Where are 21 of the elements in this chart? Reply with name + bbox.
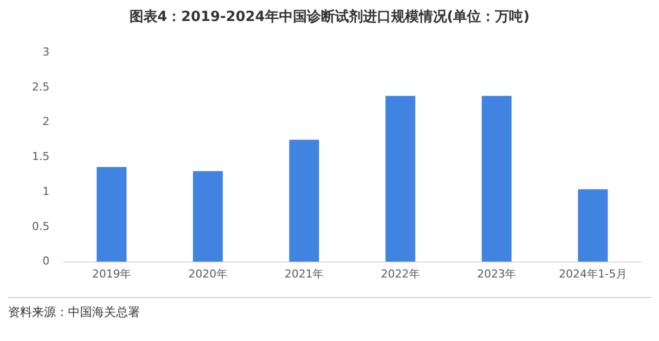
- x-tick-label: 2024年1-5月: [558, 267, 627, 280]
- bar: [385, 96, 416, 262]
- x-tick-label: 2022年: [380, 267, 420, 280]
- chart-title: 图表4：2019-2024年中国诊断试剂进口规模情况(单位：万吨): [128, 8, 531, 26]
- y-tick-label: 0: [42, 254, 50, 268]
- y-tick-label: 1.5: [32, 150, 50, 164]
- x-tick-label: 2021年: [284, 267, 324, 280]
- x-tick-label: 2020年: [188, 267, 228, 280]
- y-tick-label: 2: [42, 115, 50, 128]
- bar: [578, 189, 608, 262]
- x-tick-label: 2023年: [477, 267, 516, 280]
- bar: [192, 171, 223, 262]
- y-tick-label: 3: [42, 45, 50, 58]
- bar: [96, 166, 127, 262]
- y-tick-label: 0.5: [32, 220, 50, 233]
- bar: [289, 140, 320, 262]
- y-tick-label: 2.5: [32, 80, 50, 94]
- x-tick-label: 2019年: [92, 267, 132, 280]
- text: 资料来源：中国海关总署: [8, 305, 140, 319]
- bar: [482, 96, 512, 262]
- y-tick-label: 1: [42, 184, 50, 198]
